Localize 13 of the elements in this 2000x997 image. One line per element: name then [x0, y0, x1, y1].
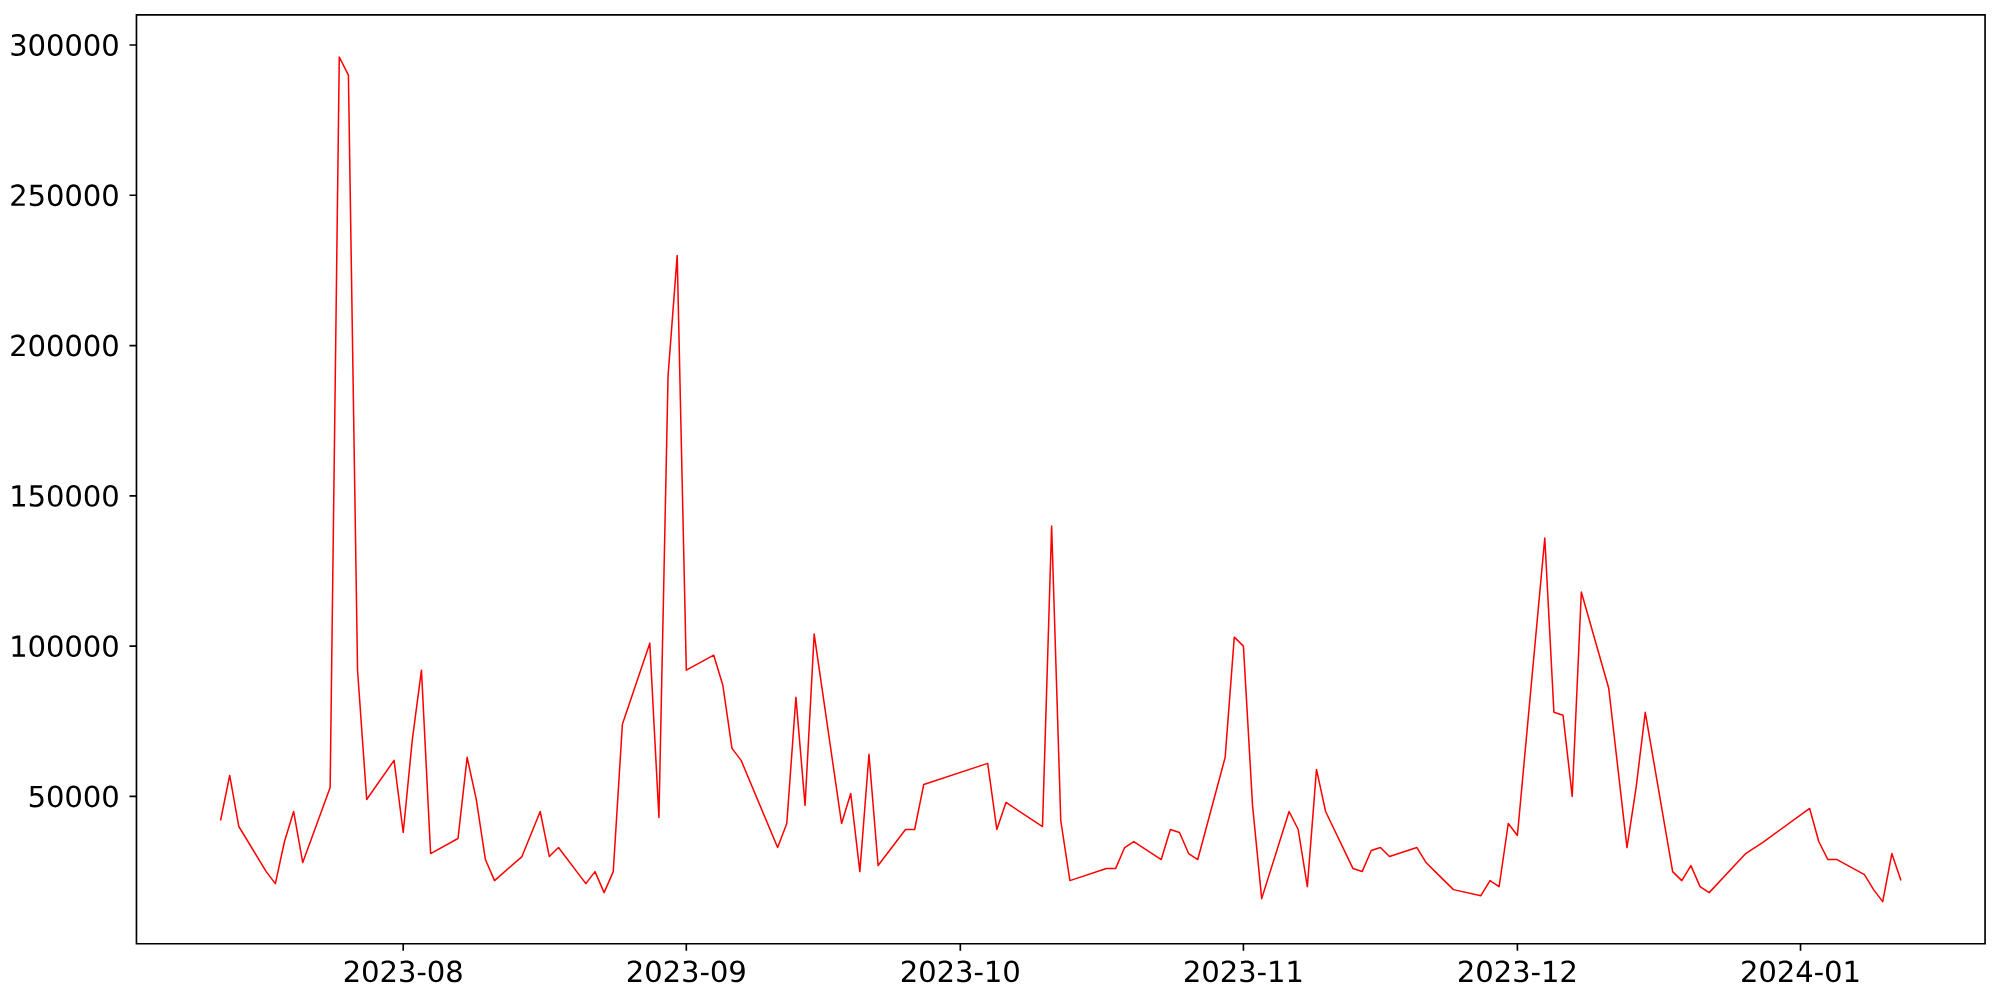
x-tick-label: 2023-08	[344, 960, 462, 983]
y-tick-label: 150000	[12, 485, 118, 508]
x-tick-label: 2023-10	[901, 960, 1019, 983]
y-tick-label: 200000	[11, 334, 118, 357]
y-tick-label: 250000	[11, 184, 118, 207]
x-tick-label: 2023-09	[627, 960, 745, 983]
x-tick-label: 2023-11	[1185, 960, 1302, 983]
y-tick-label: 50000	[29, 785, 118, 808]
x-tick-label: 2024-01	[1742, 960, 1859, 983]
y-tick-label: 100000	[12, 635, 118, 658]
x-tick-label: 2023-12	[1459, 960, 1575, 983]
line-series	[219, 56, 1902, 903]
y-tick-label: 300000	[11, 34, 118, 57]
